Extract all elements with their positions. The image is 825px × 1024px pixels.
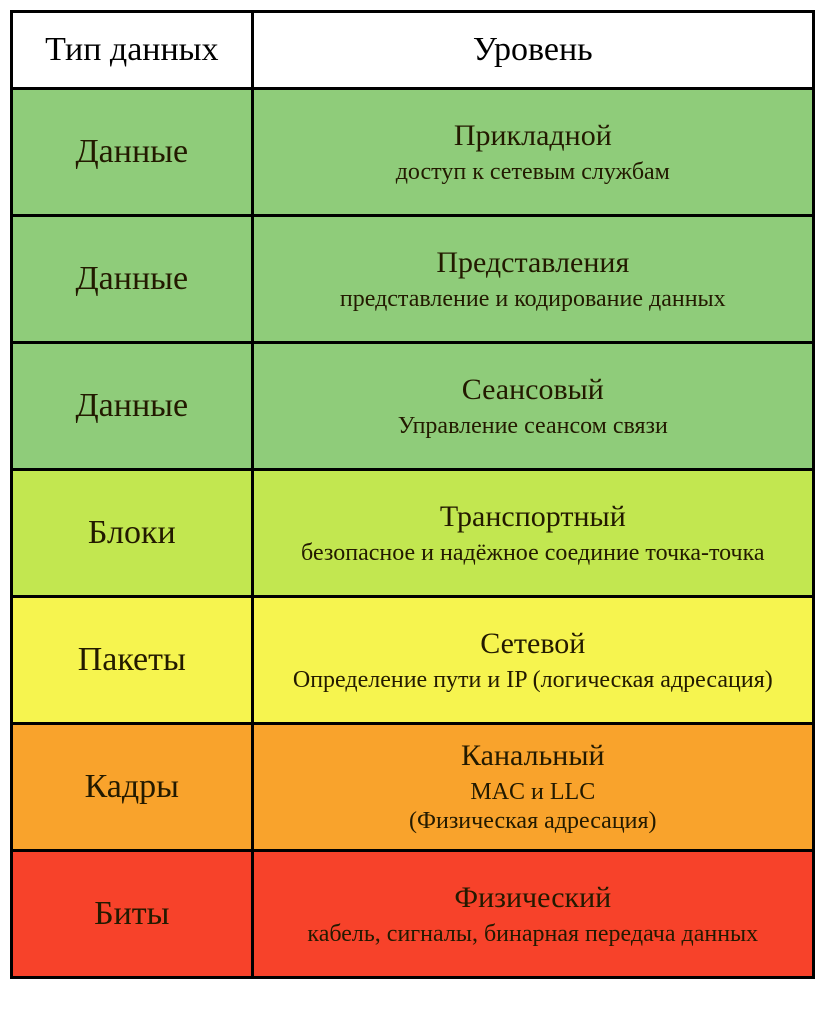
data-unit-cell: Данные [12, 216, 253, 343]
layer-cell: Прикладной доступ к сетевым службам [252, 89, 813, 216]
data-unit-cell: Блоки [12, 470, 253, 597]
layer-title: Транспортный [264, 500, 802, 534]
table-row: Кадры Канальный MAC и LLC(Физическая адрес… [12, 724, 814, 851]
data-unit-cell: Биты [12, 851, 253, 978]
header-data-type: Тип данных [12, 12, 253, 89]
header-row: Тип данных Уровень [12, 12, 814, 89]
data-unit-label: Пакеты [23, 641, 241, 679]
osi-model-table: Тип данных Уровень Данные Прикладной досту… [10, 10, 815, 979]
layer-description: представление и кодирование данных [264, 286, 802, 313]
table-row: Данные Представления представление и кодир… [12, 216, 814, 343]
data-unit-label: Кадры [23, 768, 241, 806]
layer-title: Физический [264, 881, 802, 915]
layer-description: безопасное и надёжное соединие точка-точ… [264, 540, 802, 567]
data-unit-cell: Данные [12, 89, 253, 216]
layer-cell: Сетевой Определение пути и IP (логическая… [252, 597, 813, 724]
layer-title: Прикладной [264, 119, 802, 153]
data-unit-label: Блоки [23, 514, 241, 552]
layer-description: кабель, сигналы, бинарная передача данны… [264, 921, 802, 948]
data-unit-label: Данные [23, 260, 241, 298]
layer-cell: Физический кабель, сигналы, бинарная пере… [252, 851, 813, 978]
layer-title: Сеансовый [264, 373, 802, 407]
header-layer: Уровень [252, 12, 813, 89]
layer-description: доступ к сетевым службам [264, 159, 802, 186]
layer-cell: Представления представление и кодирование… [252, 216, 813, 343]
layer-cell: Сеансовый Управление сеансом связи [252, 343, 813, 470]
table-row: Блоки Транспортный безопасное и надёжное с… [12, 470, 814, 597]
layer-title: Представления [264, 246, 802, 280]
layer-title: Сетевой [264, 627, 802, 661]
data-unit-label: Биты [23, 895, 241, 933]
data-unit-label: Данные [23, 387, 241, 425]
layer-title: Канальный [264, 739, 802, 773]
layer-cell: Транспортный безопасное и надёжное соедин… [252, 470, 813, 597]
layer-description-2: (Физическая адресация) [264, 808, 802, 835]
table-row: Пакеты Сетевой Определение пути и IP (логи… [12, 597, 814, 724]
layer-cell: Канальный MAC и LLC(Физическая адресация) [252, 724, 813, 851]
header-left-label: Тип данных [45, 31, 218, 68]
table-row: Биты Физический кабель, сигналы, бинарная … [12, 851, 814, 978]
table-row: Данные Прикладной доступ к сетевым службам [12, 89, 814, 216]
data-unit-cell: Данные [12, 343, 253, 470]
data-unit-label: Данные [23, 133, 241, 171]
layer-description: Определение пути и IP (логическая адреса… [264, 667, 802, 694]
table-row: Данные Сеансовый Управление сеансом связи [12, 343, 814, 470]
layer-description: MAC и LLC [264, 779, 802, 806]
header-right-label: Уровень [473, 31, 593, 68]
layer-description: Управление сеансом связи [264, 413, 802, 440]
data-unit-cell: Кадры [12, 724, 253, 851]
data-unit-cell: Пакеты [12, 597, 253, 724]
